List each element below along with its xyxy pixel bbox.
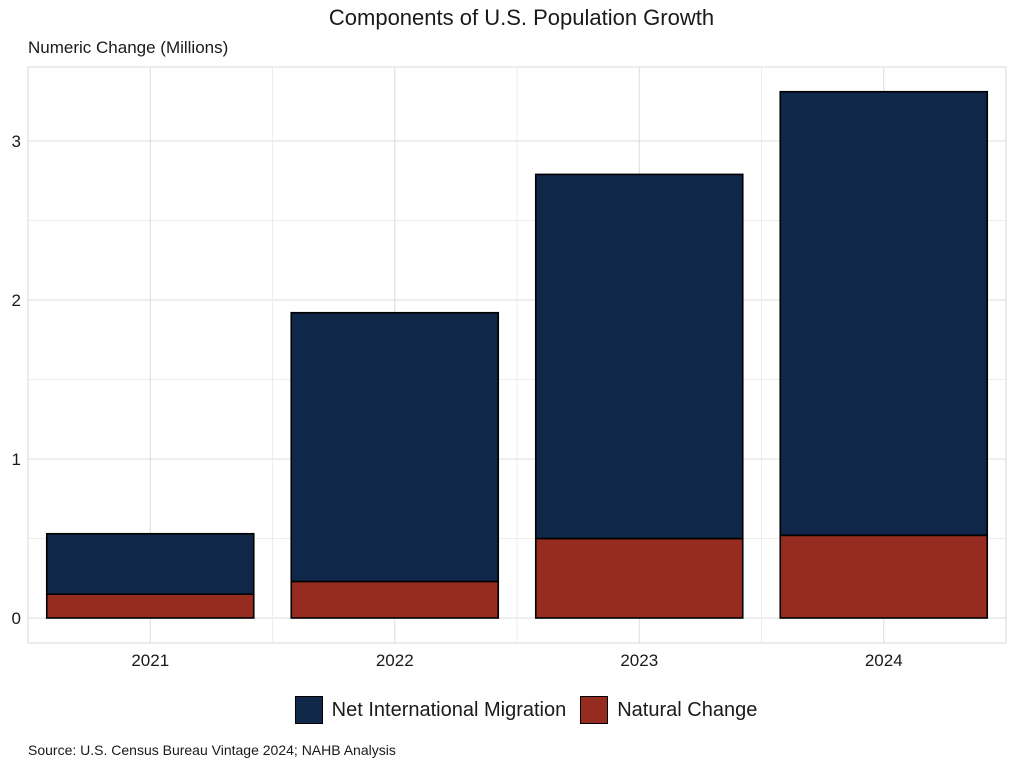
bar-natural-change-2024 xyxy=(779,534,989,619)
legend-label-net-international-migration: Net International Migration xyxy=(331,698,567,721)
x-tick-label: 2023 xyxy=(620,651,658,670)
y-axis-ticks: 0 1 2 3 xyxy=(12,132,21,628)
legend: Net International Migration Natural Chan… xyxy=(0,696,1024,724)
source-note: Source: U.S. Census Bureau Vintage 2024;… xyxy=(28,742,396,758)
legend-swatch-natural-change xyxy=(580,696,609,724)
chart-subtitle: Numeric Change (Millions) xyxy=(28,38,229,57)
bars xyxy=(45,90,989,619)
bar-chart: 0 1 2 3 2021 2022 2023 2024 xyxy=(12,66,1007,670)
x-tick-label: 2022 xyxy=(376,651,414,670)
legend-swatch-net-international-migration xyxy=(294,696,323,724)
legend-item-net-international-migration: Net International Migration xyxy=(294,696,567,724)
x-tick-label: 2024 xyxy=(865,651,903,670)
legend-item-natural-change: Natural Change xyxy=(580,696,757,724)
bar-net-international-migration-2021 xyxy=(45,532,255,595)
bar-net-international-migration-2024 xyxy=(779,90,989,537)
y-tick-label: 0 xyxy=(12,609,21,628)
y-tick-label: 3 xyxy=(12,132,21,151)
bar-net-international-migration-2022 xyxy=(290,311,500,583)
chart-title: Components of U.S. Population Growth xyxy=(328,5,715,30)
bar-natural-change-2022 xyxy=(290,580,500,619)
bar-net-international-migration-2023 xyxy=(534,173,744,540)
y-tick-label: 2 xyxy=(12,291,21,310)
y-tick-label: 1 xyxy=(12,450,21,469)
bar-natural-change-2023 xyxy=(534,537,744,619)
bar-natural-change-2021 xyxy=(45,593,255,619)
x-axis-ticks: 2021 2022 2023 2024 xyxy=(131,651,902,670)
x-tick-label: 2021 xyxy=(131,651,169,670)
legend-label-natural-change: Natural Change xyxy=(617,698,758,721)
